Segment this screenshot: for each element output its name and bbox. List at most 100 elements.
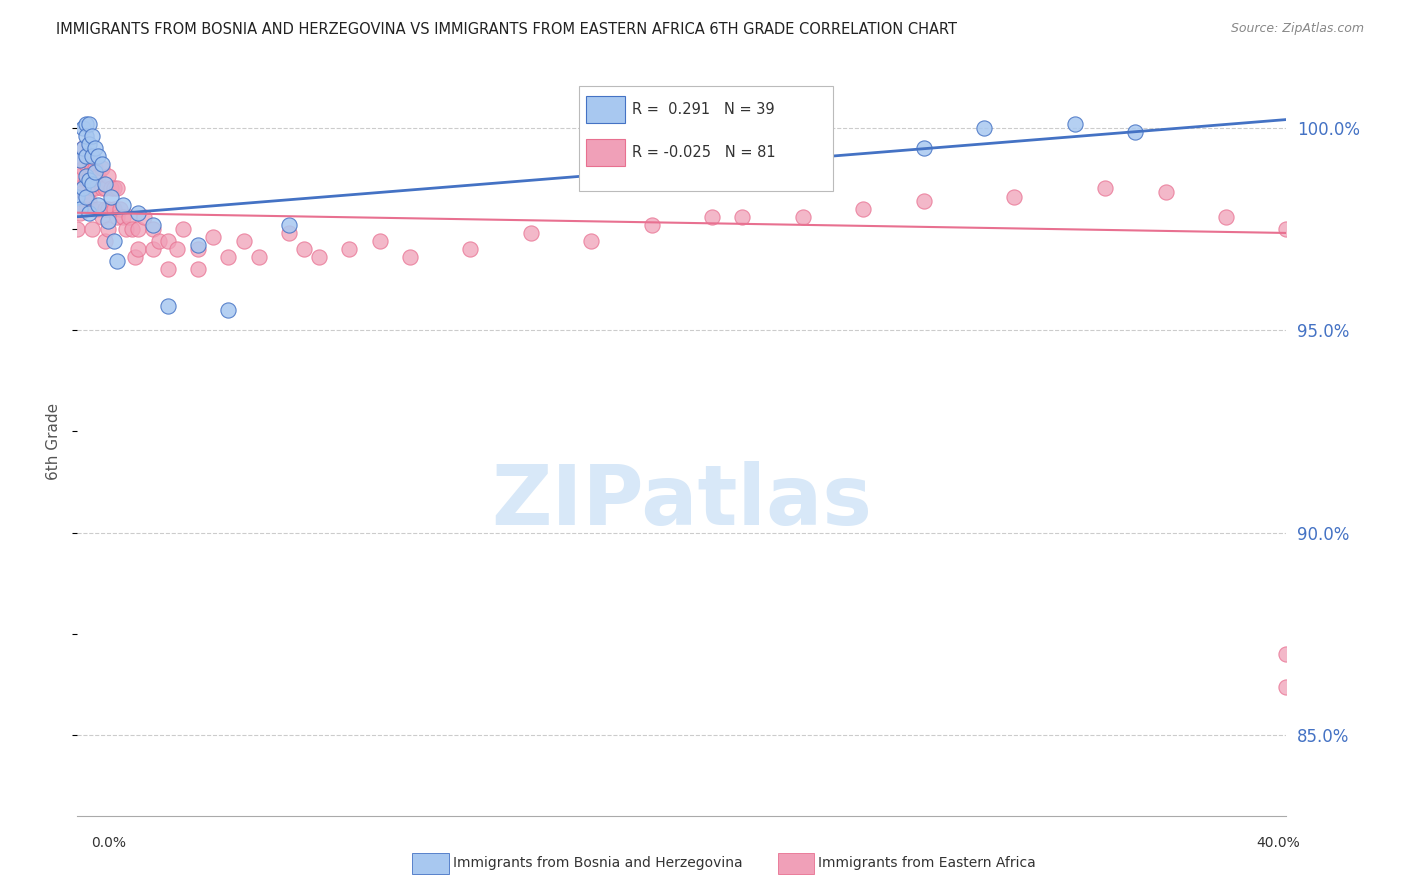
Text: R =  0.291   N = 39: R = 0.291 N = 39 <box>633 102 775 117</box>
Point <box>1275 680 1298 694</box>
Text: 40.0%: 40.0% <box>1257 836 1301 850</box>
Point <box>103 181 125 195</box>
FancyBboxPatch shape <box>586 96 626 123</box>
Point <box>103 202 125 216</box>
Point <box>93 234 115 248</box>
Point <box>69 169 91 184</box>
Point <box>96 222 118 236</box>
Point <box>93 202 115 216</box>
Point <box>912 194 935 208</box>
Point <box>66 189 89 203</box>
Point <box>82 202 104 216</box>
Point <box>79 205 101 219</box>
Point <box>148 234 170 248</box>
Point <box>1094 181 1116 195</box>
Point <box>278 218 301 232</box>
Point <box>105 210 128 224</box>
Point <box>232 234 254 248</box>
Point <box>66 181 89 195</box>
Point <box>96 214 118 228</box>
Point <box>69 153 91 167</box>
Point <box>66 222 89 236</box>
Point <box>72 120 94 135</box>
Point <box>1275 222 1298 236</box>
Point <box>84 141 107 155</box>
Point <box>90 181 112 195</box>
Point <box>75 202 97 216</box>
Point <box>72 186 94 200</box>
Point <box>1123 125 1146 139</box>
Point <box>96 202 118 216</box>
Point <box>337 242 360 256</box>
Point <box>132 210 155 224</box>
Point <box>792 210 814 224</box>
Point <box>641 218 664 232</box>
Point <box>75 157 97 171</box>
Point <box>79 194 101 208</box>
Point <box>72 141 94 155</box>
Point <box>581 234 603 248</box>
Point <box>103 234 125 248</box>
Point <box>75 189 97 203</box>
Point <box>72 181 94 195</box>
Point <box>82 161 104 176</box>
Text: 0.0%: 0.0% <box>91 836 127 850</box>
Point <box>218 302 240 317</box>
Point <box>1064 117 1087 131</box>
Point <box>247 250 270 264</box>
Text: IMMIGRANTS FROM BOSNIA AND HERZEGOVINA VS IMMIGRANTS FROM EASTERN AFRICA 6TH GRA: IMMIGRANTS FROM BOSNIA AND HERZEGOVINA V… <box>56 22 957 37</box>
Point <box>368 234 391 248</box>
Point <box>93 178 115 192</box>
Point <box>172 222 194 236</box>
Point <box>82 149 104 163</box>
Point <box>187 238 209 252</box>
Point <box>292 242 315 256</box>
Point <box>157 234 180 248</box>
Y-axis label: 6th Grade: 6th Grade <box>46 403 62 480</box>
Text: Immigrants from Eastern Africa: Immigrants from Eastern Africa <box>818 856 1036 871</box>
Point <box>87 202 110 216</box>
Point <box>75 117 97 131</box>
Point <box>399 250 422 264</box>
Point <box>84 161 107 176</box>
Point <box>82 222 104 236</box>
Point <box>87 169 110 184</box>
Point <box>1215 210 1237 224</box>
Point <box>82 178 104 192</box>
Point <box>93 181 115 195</box>
Point <box>84 165 107 179</box>
Point <box>75 189 97 203</box>
Point <box>96 169 118 184</box>
Text: R = -0.025   N = 81: R = -0.025 N = 81 <box>633 145 776 160</box>
Point <box>82 128 104 143</box>
Point <box>520 226 543 240</box>
Point <box>87 149 110 163</box>
Text: Immigrants from Bosnia and Herzegovina: Immigrants from Bosnia and Herzegovina <box>453 856 742 871</box>
Point <box>111 197 134 211</box>
Point <box>75 149 97 163</box>
Point <box>100 181 122 195</box>
Text: ZIPatlas: ZIPatlas <box>492 461 872 542</box>
Point <box>127 222 149 236</box>
Point <box>100 189 122 203</box>
Point <box>90 161 112 176</box>
Point <box>108 202 131 216</box>
Point <box>72 141 94 155</box>
Point <box>79 173 101 187</box>
Point <box>1154 186 1177 200</box>
Point <box>278 226 301 240</box>
Point <box>118 210 141 224</box>
Point <box>90 210 112 224</box>
FancyBboxPatch shape <box>579 86 832 191</box>
Point <box>157 299 180 313</box>
Point <box>166 242 188 256</box>
Point <box>202 230 225 244</box>
Point <box>82 181 104 195</box>
Point <box>187 242 209 256</box>
Point <box>87 197 110 211</box>
Point <box>90 157 112 171</box>
Point <box>69 205 91 219</box>
Point <box>973 120 995 135</box>
Point <box>852 202 875 216</box>
Point <box>187 262 209 277</box>
